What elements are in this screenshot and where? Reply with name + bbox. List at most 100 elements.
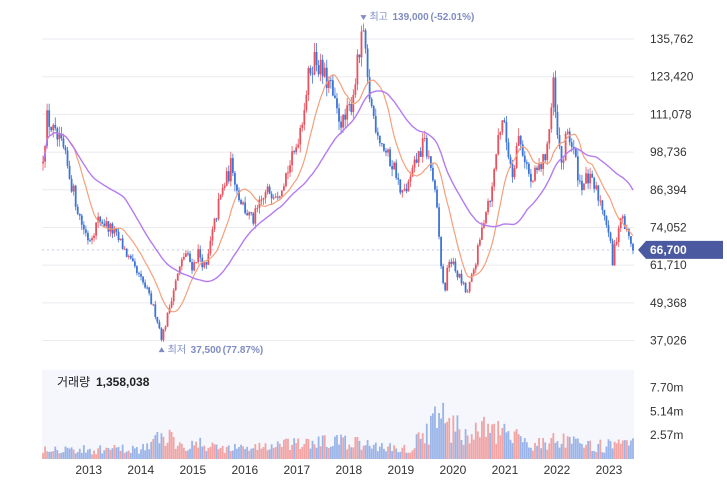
volume-bar xyxy=(319,446,322,459)
volume-bar xyxy=(413,448,416,459)
low-label-prefix: 최저 xyxy=(168,344,186,356)
volume-bar xyxy=(336,435,338,459)
volume-bar xyxy=(525,442,528,459)
volume-bar xyxy=(101,453,104,459)
candle-body xyxy=(176,273,179,281)
volume-bar xyxy=(603,452,606,459)
candle-body xyxy=(540,164,543,170)
candle-body xyxy=(297,144,300,148)
volume-bar xyxy=(287,438,289,459)
candle-body xyxy=(419,151,422,157)
price-gridlines xyxy=(42,38,634,342)
volume-bar xyxy=(478,437,481,459)
volume-bar xyxy=(436,428,438,459)
volume-bar xyxy=(156,431,159,459)
volume-bar xyxy=(203,445,206,459)
candle-body xyxy=(289,165,291,173)
candle-body xyxy=(511,163,514,178)
volume-bar xyxy=(297,438,300,459)
candle-body xyxy=(60,133,63,139)
volume-bar xyxy=(513,431,516,459)
candle-body xyxy=(429,156,432,168)
volume-tick-label: 5.14m xyxy=(650,404,683,418)
volume-bar xyxy=(205,451,208,459)
volume-bar xyxy=(227,445,230,459)
candle-body xyxy=(182,256,185,260)
candle-body xyxy=(331,80,334,96)
candle-body xyxy=(615,242,618,245)
price-tick-label: 123,420 xyxy=(650,70,694,84)
volume-bar xyxy=(189,448,191,459)
candle-body xyxy=(236,184,238,191)
volume-bar xyxy=(211,442,214,459)
candle-body xyxy=(276,196,279,198)
volume-bar xyxy=(152,438,155,459)
candle-body xyxy=(393,162,396,170)
candle-body xyxy=(191,262,193,271)
volume-bar xyxy=(54,446,57,459)
volume-bar xyxy=(246,446,249,459)
volume-bar xyxy=(250,448,253,459)
volume-bar xyxy=(93,450,95,459)
volume-bar xyxy=(364,445,367,459)
candle-body xyxy=(152,304,155,306)
candle-body xyxy=(366,48,369,78)
volume-bar xyxy=(611,448,614,459)
time-tick-label: 2014 xyxy=(127,463,154,477)
candle-body xyxy=(211,229,214,241)
volume-bar xyxy=(164,445,167,459)
volume-bar xyxy=(481,421,483,459)
candle-body xyxy=(246,213,249,216)
volume-bar xyxy=(238,447,240,459)
candle-body xyxy=(305,94,308,110)
high-label-change: (-52.01%) xyxy=(430,12,474,23)
volume-bar xyxy=(464,429,467,459)
candle-body xyxy=(205,262,208,265)
volume-bar xyxy=(515,429,518,459)
candle-body xyxy=(138,272,140,274)
volume-bar xyxy=(317,436,320,459)
candle-body xyxy=(262,198,265,200)
candle-body xyxy=(397,177,400,180)
candle-body xyxy=(460,273,463,284)
volume-bar xyxy=(350,447,353,459)
volume-bar xyxy=(109,449,112,459)
volume-bar xyxy=(505,432,508,459)
candle-body xyxy=(401,189,404,193)
volume-bar xyxy=(195,441,198,459)
candle-body xyxy=(385,150,387,153)
volume-bar xyxy=(180,443,183,459)
candle-body xyxy=(415,159,418,163)
candle-body xyxy=(476,245,479,265)
candle-body xyxy=(285,173,287,187)
candle-body xyxy=(301,124,304,128)
volume-bar xyxy=(185,450,187,459)
volume-bar xyxy=(593,450,596,459)
volume-bar xyxy=(472,439,475,459)
candle-body xyxy=(438,207,440,237)
candle-body xyxy=(250,212,253,214)
candle-body xyxy=(574,149,577,157)
candle-body xyxy=(307,68,310,95)
candle-body xyxy=(325,67,328,89)
volume-bar xyxy=(393,445,396,459)
candle-body xyxy=(472,269,475,275)
candle-body xyxy=(380,143,383,145)
candle-body xyxy=(627,228,630,237)
volume-bar xyxy=(274,446,277,459)
candle-body xyxy=(587,173,589,184)
volume-bar xyxy=(583,447,585,459)
volume-bar xyxy=(462,444,465,459)
candle-body xyxy=(591,173,594,178)
volume-bar xyxy=(421,433,424,459)
volume-bar xyxy=(527,447,530,459)
volume-bar xyxy=(587,440,589,459)
candle-body xyxy=(550,107,553,130)
volume-bar xyxy=(140,449,142,459)
volume-bar xyxy=(123,452,126,459)
volume-axis: 7.70m 5.14m 2.57m xyxy=(650,381,683,443)
candle-body xyxy=(423,138,426,140)
candle-body xyxy=(48,110,51,127)
volume-bar xyxy=(613,441,616,459)
